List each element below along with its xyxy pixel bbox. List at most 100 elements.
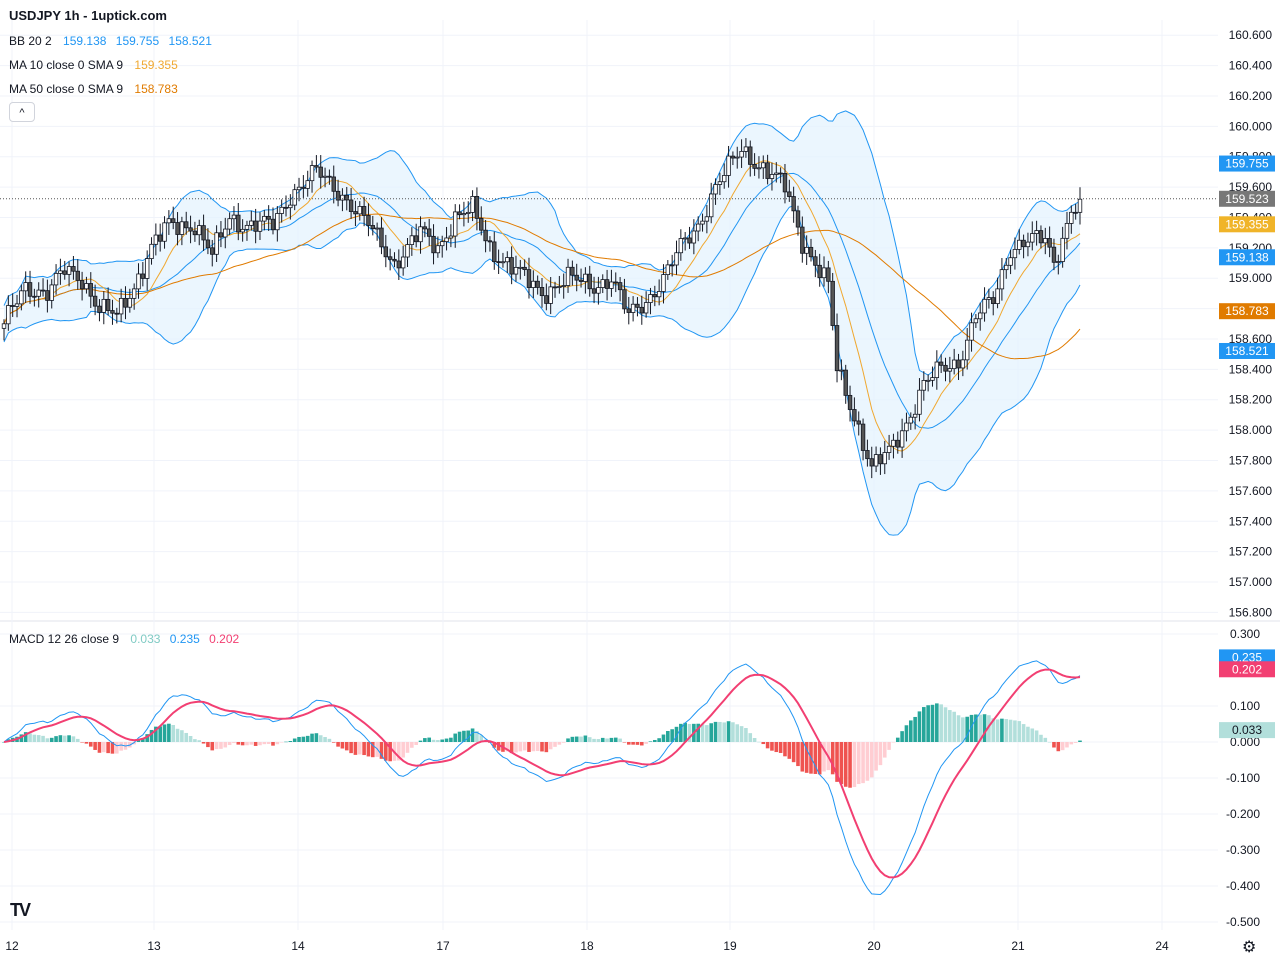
time-tick-label: 12 — [5, 939, 19, 953]
candle-body — [596, 287, 601, 294]
candle-body — [505, 257, 510, 263]
macd-histogram-bar — [757, 741, 761, 743]
macd-histogram-bar — [344, 742, 349, 751]
price-tick-label: 158.200 — [1229, 393, 1273, 407]
candle-body — [722, 175, 727, 183]
macd-tick-label: -0.100 — [1226, 771, 1260, 785]
price-tick-label: 156.800 — [1229, 605, 1273, 619]
macd-histogram-bar — [657, 738, 661, 742]
gear-icon[interactable]: ⚙ — [1242, 939, 1257, 956]
macd-histogram-bar — [370, 742, 375, 758]
macd-histogram-bar — [54, 736, 58, 742]
candle-body — [114, 312, 120, 315]
macd-histogram-bar — [154, 726, 158, 742]
macd-histogram-bar — [470, 728, 475, 742]
candle-body — [774, 172, 779, 175]
chevron-up-icon[interactable]: ^ — [9, 102, 35, 122]
macd-histogram-bar — [149, 729, 154, 742]
candle-body — [973, 318, 979, 324]
candle-body — [917, 389, 922, 415]
macd-histogram-bar — [305, 735, 310, 742]
bollinger-band-fill — [4, 110, 1080, 536]
macd-histogram-bar — [193, 739, 197, 742]
macd-histogram-bar — [948, 710, 952, 742]
macd-histogram-bar — [583, 735, 588, 742]
bb-legend[interactable]: BB 20 2 159.138 159.755 158.521 — [9, 34, 218, 48]
macd-histogram-bar — [45, 738, 50, 742]
candle-body — [153, 234, 159, 245]
candle-body — [513, 266, 519, 275]
macd-histogram-bar — [535, 742, 540, 752]
candle-body — [600, 279, 605, 288]
candle-body — [492, 241, 497, 263]
macd-histogram-bar — [219, 742, 223, 749]
macd-histogram-bar — [514, 742, 518, 753]
candle-body — [461, 213, 467, 216]
candle-body — [756, 167, 762, 170]
macd-histogram-bar — [318, 735, 323, 742]
macd-histogram-bar — [466, 730, 471, 742]
candle-body — [205, 239, 211, 249]
candle-body — [1004, 264, 1009, 271]
candle-body — [218, 232, 224, 238]
macd-histogram-tag: 0.033 — [1232, 723, 1262, 737]
candle-body — [748, 146, 753, 165]
candle-body — [1069, 211, 1074, 224]
candle-body — [986, 297, 992, 300]
candle-body — [105, 298, 111, 311]
macd-histogram-bar — [449, 737, 453, 742]
candle-body — [821, 267, 827, 279]
tradingview-logo-icon[interactable]: TV — [10, 900, 31, 920]
candle-body — [1051, 246, 1057, 263]
macd-histogram-bar — [978, 714, 983, 742]
macd-histogram-bar — [987, 715, 991, 742]
price-tick-label: 157.000 — [1229, 575, 1273, 589]
macd-histogram-bar — [496, 742, 501, 751]
macd-histogram-bar — [340, 742, 345, 749]
ma50-legend[interactable]: MA 50 close 0 SMA 9 158.783 — [9, 82, 184, 96]
candle-body — [904, 422, 909, 432]
macd-histogram-bar — [227, 742, 232, 746]
macd-histogram-bar — [427, 737, 431, 742]
macd-histogram-bar — [904, 725, 909, 742]
candle-body — [830, 280, 835, 326]
candle-body — [826, 267, 831, 282]
macd-histogram-bar — [223, 742, 228, 748]
ma10-legend[interactable]: MA 10 close 0 SMA 9 159.355 — [9, 58, 184, 72]
macd-histogram-bar — [700, 724, 705, 742]
candle-body — [856, 420, 861, 425]
bb-basis-tag: 159.138 — [1225, 250, 1269, 264]
candle-body — [630, 303, 636, 313]
candle-body — [275, 213, 280, 231]
candle-body — [969, 322, 974, 341]
macd-histogram-bar — [639, 742, 644, 746]
macd-histogram-bar — [874, 742, 878, 771]
candle-body — [899, 430, 905, 448]
macd-histogram-bar — [75, 738, 80, 742]
macd-histogram-bar — [119, 742, 123, 751]
candle-body — [192, 230, 198, 236]
candle-body — [426, 228, 432, 237]
macd-tick-label: -0.300 — [1226, 843, 1260, 857]
candle-body — [674, 252, 679, 266]
macd-histogram-bar — [956, 715, 961, 742]
candle-body — [565, 266, 571, 286]
macd-histogram-bar — [84, 742, 89, 744]
price-tick-label: 158.600 — [1229, 332, 1273, 346]
macd-histogram-bar — [180, 730, 184, 742]
macd-histogram-bar — [297, 736, 301, 742]
candle-body — [374, 227, 380, 230]
macd-histogram-bar — [214, 742, 219, 750]
candle-body — [379, 227, 384, 248]
macd-histogram-bar — [431, 739, 436, 742]
candle-body — [843, 369, 848, 396]
macd-histogram-bar — [908, 720, 913, 742]
macd-legend[interactable]: MACD 12 26 close 9 0.033 0.235 0.202 — [9, 632, 245, 646]
candle-body — [118, 297, 124, 315]
candle-body — [184, 221, 189, 229]
candle-body — [266, 215, 271, 220]
ma10-tag-bg — [1219, 216, 1275, 233]
bollinger-upper-line — [3, 110, 1081, 376]
bb-lower-value: 158.521 — [168, 34, 212, 48]
